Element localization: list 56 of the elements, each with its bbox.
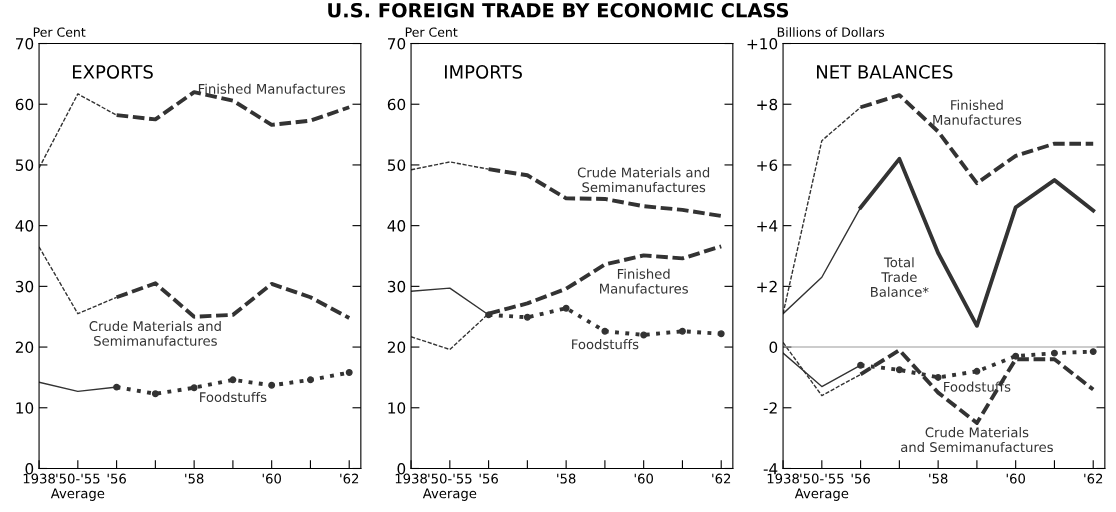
y-axis-title: Per Cent [405,27,458,37]
x-tick-label: '58 [185,473,204,484]
y-tick-label: 60 [387,98,406,111]
y-tick-label: 30 [15,280,34,293]
y-tick-label: 60 [15,98,34,111]
x-tick-label: '58 [557,473,576,484]
y-tick-label: +4 [757,220,778,232]
y-tick-label: 10 [388,402,406,414]
series-label: Total Trade Balance* [871,257,929,297]
y-tick-label: 10 [16,402,34,414]
y-tick-label: 20 [15,341,34,354]
text: EXPORTS [73,65,153,79]
y-tick-label: +10 [747,37,778,50]
x-tick-label: '56 [107,473,126,484]
y-tick-label: 30 [387,280,406,293]
x-tick-label: '62 [340,473,359,484]
x-tick-label: '62 [712,473,731,484]
text: U.S. FOREIGN TRADE BY ECONOMIC CLASS [328,2,789,18]
series-label: Crude Materials and Semimanufactures [901,427,1053,453]
x-tick-label: '62 [1084,473,1103,484]
y-tick-label: 20 [387,341,406,354]
series-label: Crude Materials and Semimanufactures [89,320,221,346]
y-tick-label: 40 [387,220,406,232]
y-tick-label: 0 [769,341,778,354]
y-tick-label: 70 [388,37,406,50]
y-tick-label: -4 [763,463,778,475]
y-tick-label: 50 [387,159,406,171]
series-label: Crude Materials and Semimanufactures [577,167,710,193]
text: IMPORTS [445,65,522,79]
x-tick-label: '58 [929,473,948,484]
y-tick-label: 70 [16,37,34,50]
series-label: Finished Manufactures [600,268,688,294]
y-tick-label: 40 [15,220,34,232]
x-tick-label: 1938 [23,473,55,484]
y-axis-title: Per Cent [33,27,86,37]
x-tick-label: '56 [851,473,870,484]
y-tick-label: 50 [15,159,34,171]
series-label: Finished Manufactures [198,83,346,94]
y-axis-title: Billions of Dollars [777,27,885,37]
y-tick-label: +2 [757,280,777,293]
x-tick-label: '56 [479,473,498,484]
y-tick-label: +8 [757,98,778,111]
y-tick-label: +6 [757,159,778,171]
y-tick-label: 0 [25,462,34,475]
series-label: Foodstuffs [200,391,267,403]
text: NET BALANCES [817,65,953,79]
series-label: Finished Manufactures [933,99,1022,125]
y-tick-label: -2 [763,402,777,414]
x-tick-label: '60 [634,473,653,484]
x-tick-label: 1938 [767,473,799,484]
y-tick-label: 0 [397,462,406,475]
x-tick-label: '60 [262,473,281,484]
x-tick-label: '60 [1006,473,1025,484]
series-label: Foodstuffs [944,381,1011,392]
series-label: Foodstuffs [572,339,639,350]
x-tick-label: 1938 [395,473,427,484]
